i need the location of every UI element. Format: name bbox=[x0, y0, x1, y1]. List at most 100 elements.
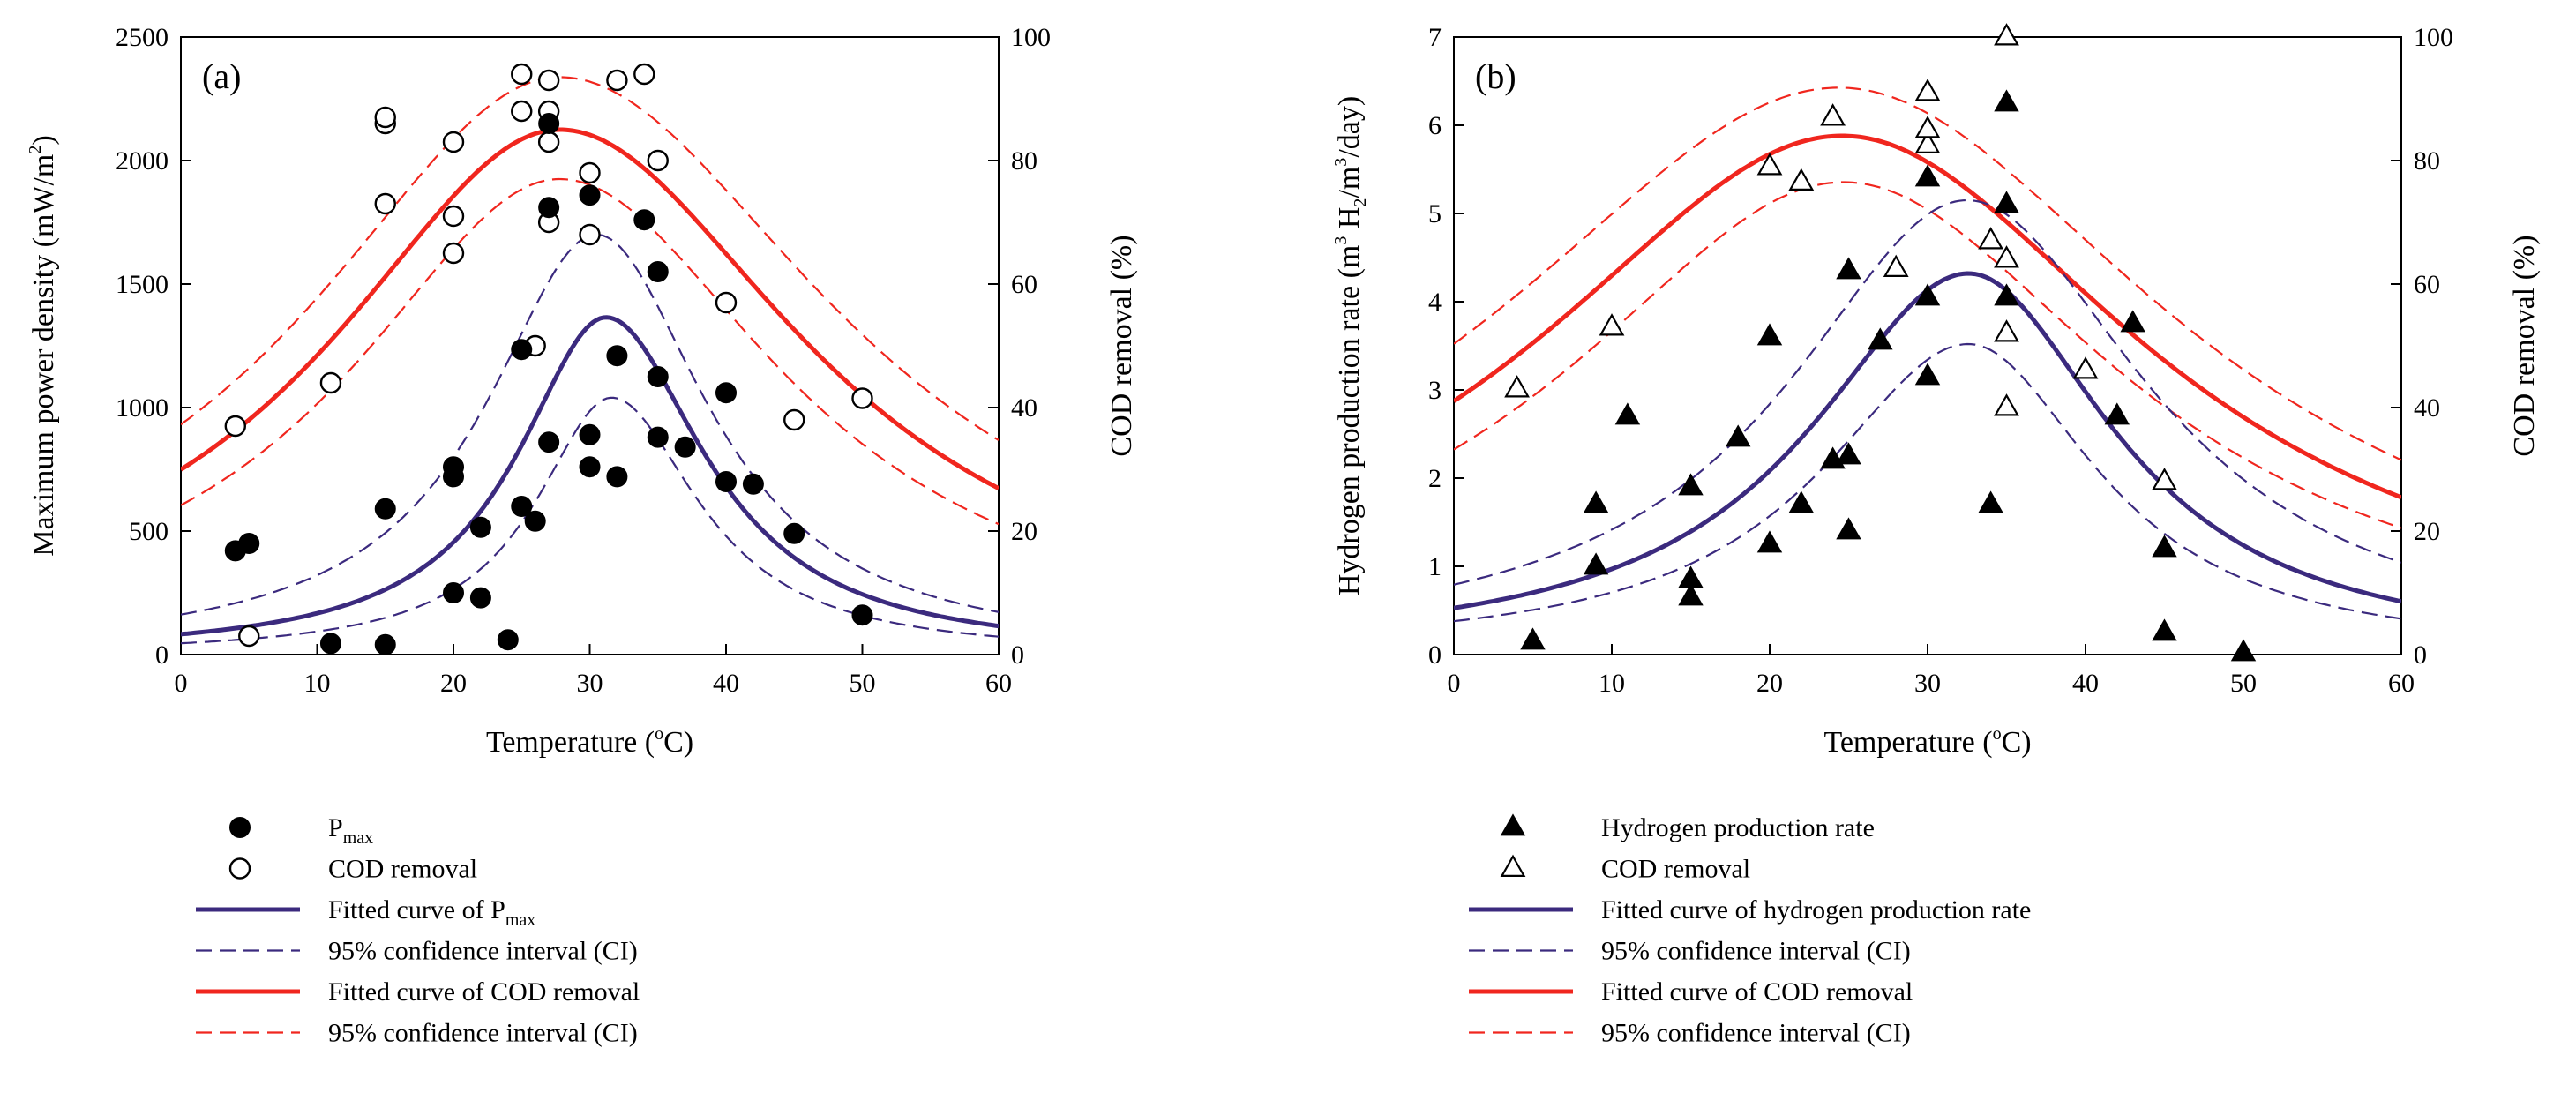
primary-data-point bbox=[238, 533, 260, 554]
secondary-data-point bbox=[2152, 468, 2177, 490]
legend-item: COD removal bbox=[228, 855, 477, 884]
secondary-data-point bbox=[442, 131, 465, 153]
y-axis-label: Hydrogen production rate (m3 H2/m3/day) bbox=[1331, 96, 1370, 595]
y2-tick-label: 40 bbox=[2414, 393, 2440, 423]
secondary-data-point bbox=[511, 100, 533, 123]
x-tick-label: 0 bbox=[1448, 669, 1461, 698]
x-tick-label: 40 bbox=[713, 669, 739, 698]
secondary-data-point bbox=[1994, 393, 2019, 416]
legend-label-text: Fitted curve of COD removal bbox=[1601, 977, 1913, 1007]
primary-data-point bbox=[1836, 442, 1861, 465]
primary-data-point bbox=[443, 582, 464, 603]
legend-label: Fitted curve of hydrogen production rate bbox=[1601, 895, 2031, 925]
y-tick-label: 0 bbox=[155, 640, 168, 670]
legend-label-sub: max bbox=[343, 828, 373, 848]
secondary-data-point bbox=[579, 223, 601, 246]
secondary-data-point bbox=[1504, 375, 1530, 398]
x-axis-label-text: Temperature ( bbox=[486, 726, 655, 759]
primary-data-point bbox=[443, 456, 464, 478]
secondary-data-point bbox=[1914, 79, 1941, 101]
secondary-ci-upper bbox=[1454, 86, 2401, 461]
x-tick-label: 50 bbox=[2230, 669, 2257, 698]
primary-data-point bbox=[1914, 164, 1941, 187]
y2-tick-label: 80 bbox=[1011, 146, 1037, 176]
y-axis-label-mid: H bbox=[1333, 207, 1366, 236]
primary-data-point bbox=[851, 604, 873, 626]
secondary-data-point bbox=[647, 149, 669, 172]
legend-label-text: Fitted curve of hydrogen production rate bbox=[1601, 895, 2031, 925]
x-axis-label-tail: C) bbox=[2002, 726, 2032, 759]
primary-data-point bbox=[606, 345, 628, 367]
secondary-data-point bbox=[606, 69, 628, 92]
y-tick-label: 0 bbox=[1428, 640, 1442, 670]
legend-label: 95% confidence interval (CI) bbox=[328, 937, 638, 966]
x-tick-label: 30 bbox=[1914, 669, 1941, 698]
legend-label: COD removal bbox=[328, 855, 477, 884]
secondary-data-point bbox=[224, 415, 246, 438]
y-axis-label-text: Maximum power density (mW/m bbox=[27, 154, 60, 557]
primary-data-point bbox=[715, 382, 737, 404]
secondary-data-point bbox=[1599, 313, 1625, 336]
primary-data-point bbox=[2104, 402, 2130, 425]
y-tick-label: 2 bbox=[1428, 464, 1442, 493]
legend-item: 95% confidence interval (CI) bbox=[196, 937, 638, 966]
primary-data-point bbox=[1994, 191, 2019, 213]
primary-data-point bbox=[715, 471, 737, 492]
primary-data-point bbox=[1678, 583, 1704, 606]
secondary-data-point bbox=[374, 106, 396, 129]
primary-data-point bbox=[647, 366, 669, 387]
y2-tick-label: 60 bbox=[2414, 270, 2440, 299]
legend-marker bbox=[229, 817, 251, 838]
primary-data-point bbox=[1614, 402, 1641, 425]
secondary-data-point bbox=[1788, 168, 1815, 191]
primary-ci-upper bbox=[1454, 198, 2401, 586]
primary-data-point bbox=[1678, 473, 1704, 496]
primary-data-point bbox=[1756, 530, 1783, 553]
secondary-data-point bbox=[1756, 153, 1783, 176]
y-tick-label: 1 bbox=[1428, 552, 1442, 581]
primary-data-point bbox=[538, 113, 560, 134]
legend-item: 95% confidence interval (CI) bbox=[1469, 1019, 1911, 1048]
primary-data-point bbox=[511, 496, 533, 517]
y-axis-label-tail: /day) bbox=[1333, 96, 1366, 158]
primary-data-point bbox=[1994, 283, 2019, 306]
legend-marker bbox=[228, 857, 251, 880]
primary-data-point bbox=[2120, 310, 2145, 333]
y-tick-label: 500 bbox=[129, 517, 168, 546]
legend-label: COD removal bbox=[1601, 855, 1750, 884]
y-tick-label: 4 bbox=[1428, 288, 1442, 317]
y2-tick-label: 100 bbox=[1011, 23, 1051, 52]
panel-b: 0 10 20 30 40 50 6001234567020406080100(b)Temp… bbox=[1331, 23, 2541, 1048]
primary-data-point bbox=[524, 510, 546, 532]
legend-label-text: Hydrogen production rate bbox=[1601, 813, 1875, 842]
y2-tick-label: 0 bbox=[2414, 640, 2427, 670]
secondary-ci-upper bbox=[181, 76, 999, 441]
secondary-data-point bbox=[319, 371, 342, 394]
primary-data-point bbox=[1725, 424, 1751, 447]
primary-data-point bbox=[374, 633, 396, 655]
primary-data-point bbox=[538, 197, 560, 219]
panel-a: 0 10 20 30 40 50 60050010001500200025000204060… bbox=[26, 23, 1138, 1048]
panel-label: (b) bbox=[1475, 56, 1516, 96]
primary-ci-upper bbox=[181, 233, 999, 616]
y-tick-label: 1500 bbox=[116, 270, 168, 299]
legend-item: Hydrogen production rate bbox=[1500, 813, 1875, 842]
y2-axis-label: COD removal (%) bbox=[1105, 235, 1138, 456]
x-tick-label: 10 bbox=[1599, 669, 1625, 698]
y2-tick-label: 0 bbox=[1011, 640, 1024, 670]
secondary-ci-lower bbox=[1454, 181, 2401, 529]
y2-tick-label: 100 bbox=[2414, 23, 2453, 52]
legend-label-sub: max bbox=[505, 910, 535, 930]
primary-data-point bbox=[1914, 283, 1941, 306]
x-axis-label: Temperature (oC) bbox=[486, 724, 693, 759]
secondary-data-point bbox=[715, 291, 738, 314]
secondary-data-point bbox=[633, 63, 655, 86]
x-tick-label: 40 bbox=[2072, 669, 2099, 698]
primary-fit-curve bbox=[181, 315, 999, 637]
x-tick-label: 20 bbox=[1756, 669, 1783, 698]
legend-item: 95% confidence interval (CI) bbox=[196, 1019, 638, 1048]
primary-data-point bbox=[538, 431, 560, 453]
secondary-data-point bbox=[1883, 254, 1909, 277]
primary-data-point bbox=[497, 629, 519, 651]
